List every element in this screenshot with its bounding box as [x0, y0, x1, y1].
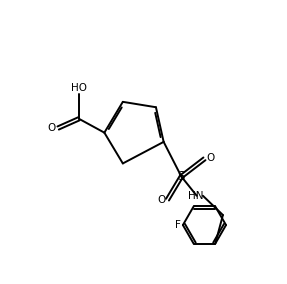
Text: F: F: [175, 220, 181, 230]
Text: HO: HO: [71, 83, 87, 93]
Text: O: O: [48, 123, 56, 133]
Text: O: O: [157, 195, 165, 205]
Text: S: S: [178, 170, 185, 183]
Text: HN: HN: [188, 191, 204, 201]
Text: O: O: [206, 153, 214, 163]
